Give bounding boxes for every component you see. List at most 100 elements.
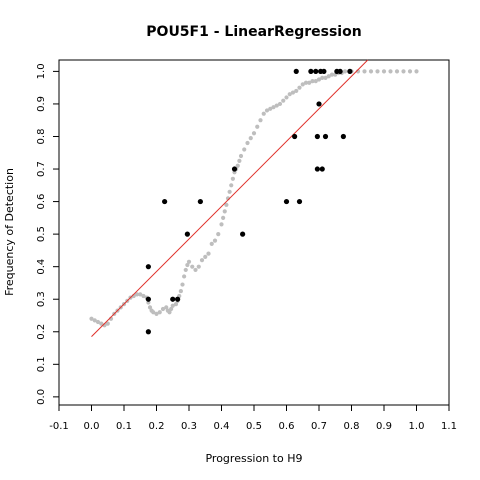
observed-point	[292, 133, 298, 140]
y-tick-label: 0.4	[36, 259, 47, 275]
smoothed-point	[154, 311, 159, 316]
smoothed-point	[238, 153, 244, 159]
y-tick-label: 0.9	[36, 96, 47, 112]
smoothed-point	[173, 302, 179, 307]
chart-title: POU5F1 - LinearRegression	[146, 24, 361, 40]
x-tick-label: 0.3	[181, 421, 197, 432]
smoothed-point	[320, 75, 325, 81]
observed-point	[162, 198, 168, 205]
smoothed-point	[147, 305, 153, 310]
smoothed-point	[193, 267, 198, 273]
plot-area: -0.1 0.0 0.1 0.2 0.3 0.4 0.5 0.6 0.7 0.8 0.9 1.0 1.1…	[36, 59, 457, 432]
y-tick-label: 0.1	[36, 356, 47, 372]
observed-point	[314, 166, 320, 172]
smoothed-point	[294, 88, 299, 94]
smoothed-point	[284, 95, 289, 100]
smoothed-point	[180, 282, 185, 287]
smoothed-point	[300, 82, 305, 87]
smoothed-point	[219, 222, 224, 227]
observed-point	[296, 198, 303, 205]
y-tick-label: 0.5	[36, 226, 47, 242]
smoothed-point	[277, 101, 283, 107]
y-axis-label: Frequency of Detection	[3, 168, 16, 296]
smoothed-point	[303, 80, 309, 85]
x-tick-label: -0.1	[49, 421, 69, 432]
smoothed-point	[160, 306, 166, 312]
smoothed-point	[230, 176, 235, 181]
smoothed-point	[394, 69, 400, 74]
smoothed-point	[264, 108, 270, 113]
smoothed-point	[169, 306, 174, 312]
observed-point	[316, 101, 322, 107]
regression-line	[91, 59, 369, 338]
x-tick-label: 0.7	[311, 421, 327, 432]
x-tick-label: 0.4	[214, 421, 230, 432]
x-tick-label: 0.5	[246, 421, 262, 432]
observed-point	[321, 68, 327, 74]
smoothed-point	[255, 124, 260, 129]
x-tick-label: 0.8	[344, 421, 360, 432]
smoothed-point	[271, 105, 276, 110]
smoothed-point	[326, 74, 331, 79]
smoothed-point	[216, 232, 221, 237]
smoothed-point	[258, 118, 263, 123]
y-tick-label: 0.6	[36, 194, 47, 210]
smoothed-point	[342, 69, 348, 74]
smoothed-point	[407, 69, 413, 74]
observed-point	[145, 296, 151, 302]
smoothed-point	[221, 215, 226, 220]
smoothed-point	[141, 293, 146, 299]
x-tick-label: 1.1	[441, 421, 457, 432]
observed-point	[337, 68, 343, 74]
smoothed-point	[368, 69, 374, 74]
smoothed-point	[381, 69, 387, 74]
smoothed-point	[134, 292, 140, 297]
x-tick-label: 0.6	[279, 421, 295, 432]
smoothed-point	[261, 111, 266, 116]
smoothed-point	[206, 251, 211, 256]
y-tick-label: 0.2	[36, 324, 47, 340]
smoothed-point	[183, 267, 188, 273]
smoothed-point	[224, 202, 229, 207]
observed-point	[293, 68, 299, 74]
smoothed-point	[307, 80, 312, 85]
smoothed-point	[281, 98, 286, 103]
x-tick-label: 0.0	[84, 421, 100, 432]
observed-point	[240, 231, 246, 237]
smoothed-point	[237, 158, 242, 163]
smoothed-point	[138, 292, 143, 297]
smoothed-point	[375, 69, 380, 74]
observed-point	[314, 133, 320, 140]
smoothed-point	[185, 262, 190, 268]
x-tick-label: 0.2	[149, 421, 165, 432]
smoothed-point	[248, 136, 253, 141]
smoothed-point	[182, 274, 187, 279]
observed-point	[313, 68, 319, 74]
smoothed-point	[164, 305, 169, 310]
smoothed-point	[196, 264, 201, 269]
smoothed-point	[388, 69, 393, 74]
smoothed-point	[401, 69, 406, 74]
smoothed-point	[323, 75, 328, 81]
observed-point	[322, 133, 329, 140]
y-tick-label: 0.7	[36, 161, 47, 177]
smoothed-point	[268, 106, 273, 111]
smoothed-point	[105, 321, 110, 326]
smoothed-point	[290, 90, 296, 95]
smoothed-point	[251, 131, 257, 136]
x-tick-label: 0.9	[376, 421, 392, 432]
smoothed-point	[190, 264, 195, 269]
smoothed-point	[274, 103, 279, 108]
observed-point	[231, 166, 238, 172]
observed-point	[197, 198, 203, 205]
smoothed-point	[199, 258, 205, 263]
smoothed-point	[329, 72, 335, 77]
smoothed-point	[170, 303, 175, 308]
y-tick-label: 0.3	[36, 291, 47, 307]
smoothed-point	[99, 321, 104, 326]
x-axis-label: Progression to H9	[205, 452, 302, 465]
smoothed-point	[235, 163, 240, 168]
observed-point	[319, 166, 325, 172]
smoothed-point	[414, 69, 419, 74]
